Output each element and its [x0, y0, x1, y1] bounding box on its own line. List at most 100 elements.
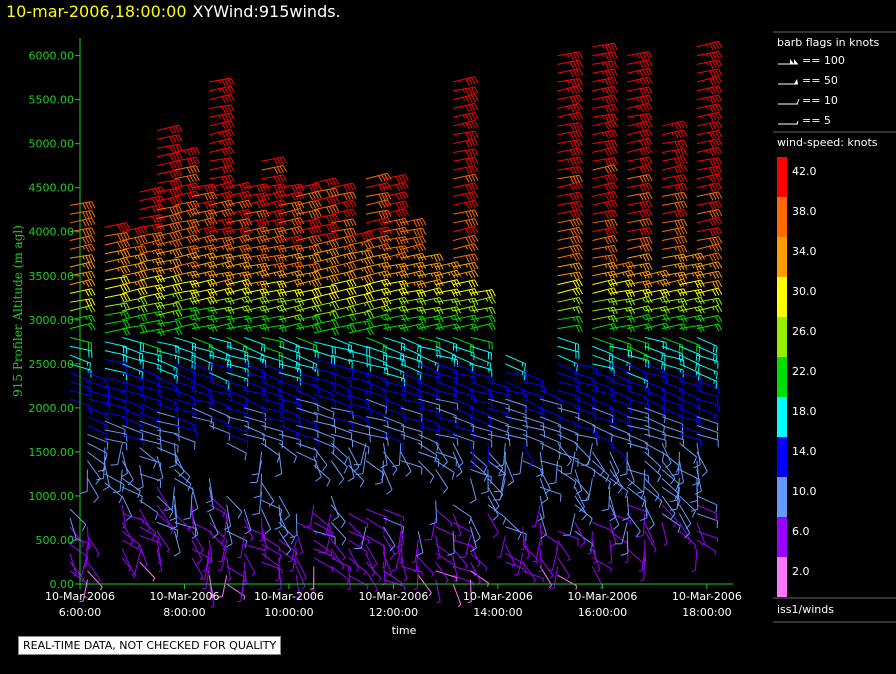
wind-barb — [209, 380, 231, 397]
wind-barb — [548, 548, 559, 571]
wind-barb — [261, 280, 287, 289]
wind-barb — [470, 380, 492, 398]
wind-barb — [278, 297, 305, 306]
wind-barb — [104, 302, 131, 311]
wind-barb — [201, 557, 210, 580]
wind-barb — [505, 354, 527, 372]
wind-barb — [296, 262, 322, 272]
wind-barb — [679, 513, 691, 539]
wind-barb — [191, 234, 218, 244]
wind-barb — [413, 566, 419, 590]
wind-barb — [243, 345, 265, 363]
wind-barb — [627, 398, 650, 412]
wind-barb — [209, 336, 232, 351]
wind-barb — [156, 160, 183, 170]
wind-barb — [296, 416, 318, 432]
wind-barb — [296, 398, 319, 412]
wind-barb — [205, 478, 214, 504]
wind-barb — [226, 279, 253, 288]
wind-barb — [156, 195, 183, 205]
wind-barb — [383, 296, 409, 306]
wind-barb — [226, 557, 231, 582]
wind-barb — [174, 477, 194, 497]
wind-barb — [591, 539, 597, 564]
wind-barb — [87, 442, 108, 461]
wind-barb — [139, 341, 161, 357]
wind-barb — [243, 398, 265, 416]
wind-barb — [609, 425, 631, 442]
wind-barb — [104, 367, 128, 381]
wind-barb — [383, 324, 409, 332]
wind-barb — [608, 539, 613, 564]
wind-barb — [487, 433, 511, 447]
wind-barb — [592, 354, 614, 370]
wind-barb — [644, 530, 657, 553]
wind-barb — [661, 226, 688, 236]
wind-barb — [435, 407, 457, 424]
wind-barb — [539, 566, 553, 589]
wind-barb — [69, 235, 96, 245]
wind-barb — [661, 218, 688, 228]
wind-barb — [539, 557, 554, 579]
wind-barb — [539, 407, 561, 424]
wind-barb — [522, 389, 545, 405]
wind-barb — [348, 574, 369, 590]
wind-barb — [505, 380, 526, 398]
wind-barb — [679, 288, 705, 298]
wind-barb — [562, 513, 576, 536]
speed-color-swatch — [777, 557, 787, 597]
wind-barb — [226, 407, 249, 421]
wind-barb — [69, 270, 96, 280]
wind-barb — [174, 336, 196, 352]
wind-barb — [557, 433, 579, 451]
wind-barb — [592, 278, 618, 288]
wind-barb — [313, 274, 340, 283]
wind-barb — [563, 451, 576, 475]
wind-barb — [435, 469, 449, 494]
wind-barb — [313, 438, 335, 455]
wind-barb — [416, 531, 424, 557]
wind-barb — [383, 517, 405, 534]
y-tick-label: 500.00 — [36, 534, 75, 547]
wind-barb — [557, 59, 583, 69]
wind-barb — [365, 380, 387, 398]
wind-barb — [592, 146, 618, 156]
wind-barb — [505, 424, 528, 439]
speed-color-swatch — [777, 437, 787, 477]
wind-barb — [313, 187, 340, 197]
wind-barb — [592, 287, 618, 296]
wind-barb — [400, 425, 423, 440]
wind-barb — [435, 336, 458, 352]
wind-barb — [661, 129, 688, 139]
wind-barb — [313, 284, 340, 294]
wind-barb — [87, 451, 106, 472]
wind-barb — [505, 561, 527, 574]
wind-barb — [627, 504, 649, 516]
wind-barb — [557, 407, 580, 422]
wind-barb — [627, 389, 649, 406]
wind-barb — [452, 102, 479, 113]
barb-legend-item: == 50 — [778, 74, 838, 87]
wind-barb — [636, 513, 646, 538]
wind-barb — [592, 68, 618, 78]
wind-barb — [644, 296, 671, 304]
wind-barb — [221, 513, 228, 537]
wind-barb — [435, 314, 462, 323]
wind-barb — [244, 296, 270, 305]
wind-barb — [102, 465, 110, 491]
wind-barb — [122, 416, 143, 433]
wind-barb — [644, 433, 667, 448]
wind-barb — [313, 350, 336, 365]
wind-barb — [296, 234, 322, 244]
wind-barb — [557, 296, 583, 305]
wind-barb — [208, 583, 215, 608]
wind-barb — [296, 315, 322, 324]
wind-barb — [139, 186, 166, 196]
wind-barb — [539, 513, 547, 539]
wind-barb — [592, 336, 614, 352]
title-datetime: 10-mar-2006,18:00:00 — [6, 2, 187, 21]
wind-barb — [592, 120, 618, 130]
wind-barb — [574, 486, 585, 513]
speed-color-swatch — [777, 157, 787, 197]
wind-barb — [400, 416, 423, 430]
